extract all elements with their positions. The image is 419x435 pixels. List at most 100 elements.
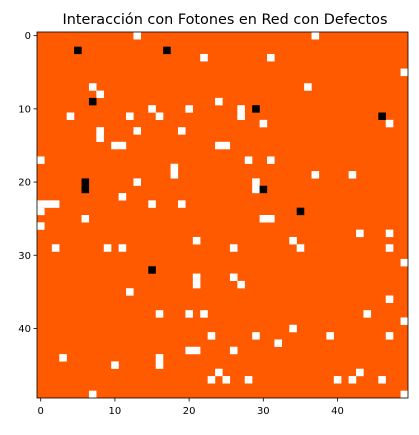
heatmap-cell-vacancy	[59, 354, 67, 362]
heatmap-cell-vacancy	[237, 112, 245, 120]
heatmap-cell-vacancy	[192, 236, 201, 245]
heatmap-cell-vacancy	[118, 244, 127, 252]
y-tick-label: 10	[18, 104, 31, 115]
heatmap-cell-vacancy	[274, 339, 283, 347]
x-tick-label: 10	[109, 406, 122, 417]
heatmap-cell-vacancy	[229, 244, 238, 252]
heatmap-cell-vacancy	[126, 112, 134, 120]
heatmap-cell-vacancy	[267, 215, 275, 223]
heatmap-cell-vacancy	[148, 200, 156, 208]
heatmap-cell-vacancy	[88, 83, 97, 91]
y-tick-label: 0	[25, 31, 31, 42]
heatmap-cell-vacancy	[185, 346, 193, 355]
heatmap-cell-vacancy	[378, 376, 386, 384]
heatmap-cell-vacancy	[51, 244, 60, 252]
heatmap-cell-vacancy	[244, 376, 253, 384]
heatmap-cell-vacancy	[289, 324, 297, 333]
heatmap-cell-vacancy	[96, 127, 104, 135]
y-tick-label: 20	[18, 178, 31, 189]
heatmap-cell-vacancy	[37, 200, 45, 208]
plot-frame	[36, 31, 409, 399]
heatmap-cell-vacancy	[311, 171, 320, 179]
heatmap-cell-vacancy	[111, 141, 119, 150]
x-tick-label: 0	[38, 406, 44, 417]
heatmap-cell-photon	[81, 178, 90, 186]
heatmap-cell-vacancy	[259, 119, 268, 128]
heatmap-cell-vacancy	[267, 156, 275, 164]
y-axis: 0 10 20 30 40	[18, 31, 37, 335]
heatmap-cell-vacancy	[207, 376, 216, 384]
heatmap-cell-photon	[74, 46, 82, 55]
heatmap-cell-vacancy	[252, 185, 260, 194]
heatmap-cell-photon	[148, 266, 156, 274]
heatmap-cell-vacancy	[296, 244, 305, 252]
y-tick-label: 40	[18, 324, 31, 335]
heatmap-cell-vacancy	[133, 127, 142, 135]
heatmap-cell-vacancy	[326, 332, 334, 340]
heatmap-cell-vacancy	[111, 361, 119, 369]
heatmap-cell-vacancy	[192, 346, 201, 355]
heatmap-cell-vacancy	[333, 376, 342, 384]
x-tick-label: 40	[331, 406, 344, 417]
heatmap-cell-vacancy	[177, 127, 186, 135]
heatmap-cell-vacancy	[215, 97, 223, 106]
heatmap-cell-vacancy	[229, 273, 238, 282]
heatmap-cell-vacancy	[155, 112, 164, 120]
heatmap-cell-vacancy	[348, 376, 357, 384]
heatmap-cell-vacancy	[385, 332, 394, 340]
heatmap-cell-vacancy	[96, 134, 104, 142]
heatmap-cell-photon	[296, 207, 305, 216]
heatmap-cell-photon	[378, 112, 386, 120]
heatmap-cell-vacancy	[44, 200, 52, 208]
cells-layer	[37, 32, 409, 399]
heatmap-cell-vacancy	[348, 171, 357, 179]
heatmap-cell-photon	[252, 105, 260, 113]
heatmap-cell-vacancy	[304, 83, 312, 91]
heatmap-cell-vacancy	[37, 207, 45, 216]
heatmap-cell-vacancy	[222, 141, 231, 150]
heatmap-cell-vacancy	[207, 332, 216, 340]
heatmap-cell-vacancy	[192, 273, 201, 282]
heatmap-cell-vacancy	[385, 295, 394, 303]
heatmap-cell-vacancy	[81, 215, 90, 223]
heatmap-cell-vacancy	[311, 32, 320, 40]
y-tick-label: 30	[18, 251, 31, 262]
plot-area	[36, 31, 409, 399]
heatmap-cell-vacancy	[385, 229, 394, 238]
heatmap-cell-vacancy	[200, 310, 208, 318]
heatmap-cell-vacancy	[37, 156, 45, 164]
heatmap-cell-vacancy	[356, 368, 364, 377]
heatmap-cell-vacancy	[148, 105, 156, 113]
heatmap-cell-vacancy	[222, 376, 231, 384]
heatmap-cell-vacancy	[400, 317, 409, 325]
heatmap-cell-photon	[81, 185, 90, 194]
heatmap-cell-vacancy	[103, 244, 112, 252]
x-axis: 0 10 20 30 40	[38, 398, 344, 417]
heatmap-cell-vacancy	[363, 310, 372, 318]
heatmap-cell-vacancy	[400, 258, 409, 267]
heatmap-cell-vacancy	[155, 310, 164, 318]
heatmap-cell-vacancy	[88, 390, 97, 399]
heatmap-cell-vacancy	[200, 53, 208, 62]
heatmap-cell-vacancy	[133, 178, 142, 186]
heatmap-cell-vacancy	[118, 193, 127, 201]
heatmap-cell-vacancy	[244, 156, 253, 164]
heatmap-cell-vacancy	[185, 310, 193, 318]
heatmap-cell-vacancy	[66, 112, 75, 120]
heatmap-cell-vacancy	[267, 53, 275, 62]
heatmap-cell-vacancy	[192, 280, 201, 289]
heatmap-cell-vacancy	[289, 236, 297, 245]
x-tick-label: 30	[257, 406, 270, 417]
heatmap-cell-vacancy	[155, 354, 164, 362]
heatmap-cell-photon	[259, 185, 268, 194]
heatmap-cell-vacancy	[237, 105, 245, 113]
heatmap-cell-vacancy	[51, 200, 60, 208]
heatmap-cell-vacancy	[126, 288, 134, 296]
heatmap-cell-vacancy	[385, 244, 394, 252]
heatmap-cell-vacancy	[229, 346, 238, 355]
heatmap-cell-vacancy	[356, 229, 364, 238]
heatmap-cell-photon	[88, 97, 97, 106]
heatmap-cell-vacancy	[252, 178, 260, 186]
heatmap-cell-vacancy	[237, 280, 245, 289]
